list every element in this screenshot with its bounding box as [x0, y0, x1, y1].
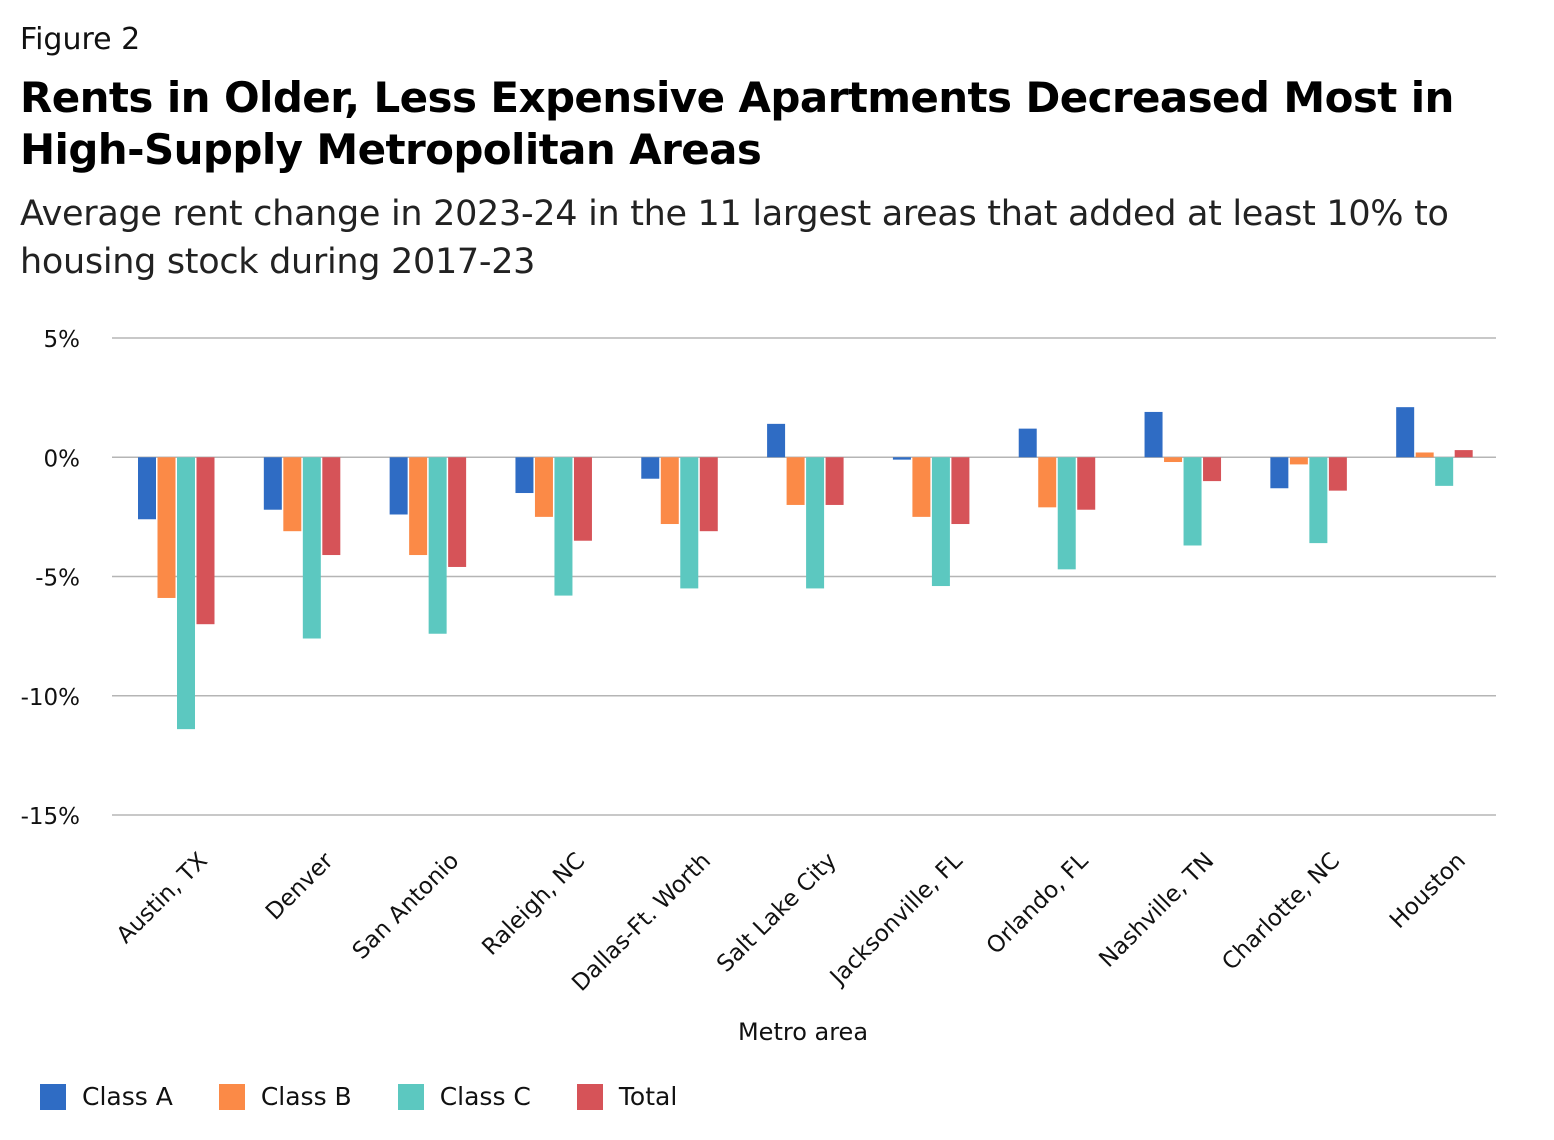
bar-class-a [515, 457, 534, 494]
bar-class-b [1164, 457, 1183, 463]
bar-total [951, 457, 970, 525]
bar-class-b [283, 457, 302, 532]
legend-label: Class B [260, 1082, 352, 1111]
y-tick-label: 0% [44, 446, 81, 472]
bar-class-b [912, 457, 931, 517]
bar-class-a [1270, 457, 1289, 489]
legend: Class A Class B Class C Total [40, 1082, 723, 1111]
legend-swatch [397, 1083, 424, 1110]
bar-total [825, 457, 844, 505]
bars [138, 407, 1473, 730]
bar-class-c [1435, 457, 1454, 486]
legend-swatch [576, 1083, 603, 1110]
bar-total [448, 457, 467, 567]
bar-class-c [554, 457, 573, 596]
legend-item: Total [576, 1082, 678, 1111]
x-tick-label: Denver [261, 847, 339, 925]
bar-class-a [389, 457, 408, 515]
x-tick-label: Raleigh, NC [477, 848, 590, 961]
bar-class-c [1183, 457, 1202, 546]
bar-class-c [1309, 457, 1328, 544]
bar-total [322, 457, 341, 556]
legend-swatch [40, 1083, 66, 1110]
bar-total [1203, 457, 1222, 482]
bar-class-b [157, 457, 176, 598]
bar-class-c [931, 457, 950, 587]
x-axis-ticks: Austin, TX Denver San Antonio Raleigh, NCDa… [112, 847, 1471, 996]
bar-class-a [1144, 411, 1163, 458]
y-axis-ticks: 5% 0% -5% -10% -15% [21, 327, 80, 830]
bar-total [196, 457, 215, 625]
y-tick-label: -10% [21, 685, 80, 711]
y-tick-label: -5% [35, 566, 80, 592]
bar-total [1454, 450, 1473, 458]
x-tick-label: Salt Lake City [712, 848, 842, 978]
bar-class-a [1018, 428, 1037, 458]
bar-class-c [680, 457, 699, 589]
bar-class-c [806, 457, 825, 589]
x-axis-label: Metro area [738, 1018, 868, 1046]
bar-class-c [428, 457, 447, 634]
bar-class-b [1038, 457, 1057, 508]
bar-class-b [786, 457, 805, 505]
x-tick-label: Houston [1385, 848, 1471, 934]
x-tick-label: Austin, TX [112, 848, 213, 949]
x-tick-label: Orlando, FL [982, 848, 1094, 960]
legend-swatch [218, 1083, 245, 1110]
legend-label: Class A [82, 1082, 173, 1111]
bar-class-b [409, 457, 428, 556]
bar-total [699, 457, 718, 532]
bar-total [1077, 457, 1096, 510]
bar-class-a [138, 457, 156, 520]
x-tick-label: Charlotte, NC [1217, 848, 1345, 976]
figure-label: Figure 2 [20, 22, 141, 57]
x-tick-label: Jacksonville, FL [824, 848, 968, 992]
bar-class-b [660, 457, 679, 525]
chart-title: Rents in Older, Less Expensive Apartment… [20, 73, 1454, 174]
bar-class-c [177, 457, 195, 730]
legend-item: Class C [397, 1082, 531, 1111]
bar-chart: 5% 0% -5% -10% -15% Austin, TX Denver San Anto… [21, 327, 1496, 1046]
chart-subtitle: Average rent change in 2023-24 in the 11… [20, 194, 1449, 282]
bar-class-b [1415, 452, 1434, 458]
legend-item: Class A [40, 1082, 173, 1111]
bar-class-b [534, 457, 553, 517]
bar-class-a [641, 457, 660, 479]
bar-class-c [1057, 457, 1076, 570]
bar-total [1328, 457, 1347, 491]
bar-class-a [263, 457, 282, 510]
bar-class-c [302, 457, 321, 639]
bar-class-b [1289, 457, 1308, 465]
y-tick-label: 5% [44, 327, 81, 353]
x-tick-label: Nashville, TN [1094, 848, 1219, 973]
y-tick-label: -15% [21, 804, 80, 830]
bar-class-a [1396, 407, 1415, 458]
bar-total [573, 457, 592, 541]
legend-item: Class B [218, 1082, 352, 1111]
x-tick-label: San Antonio [348, 848, 465, 965]
legend-label: Class C [439, 1082, 531, 1111]
legend-label: Total [618, 1082, 678, 1111]
bar-class-a [767, 423, 786, 458]
bar-class-a [892, 457, 911, 460]
x-tick-label: Dallas-Ft. Worth [567, 848, 716, 997]
